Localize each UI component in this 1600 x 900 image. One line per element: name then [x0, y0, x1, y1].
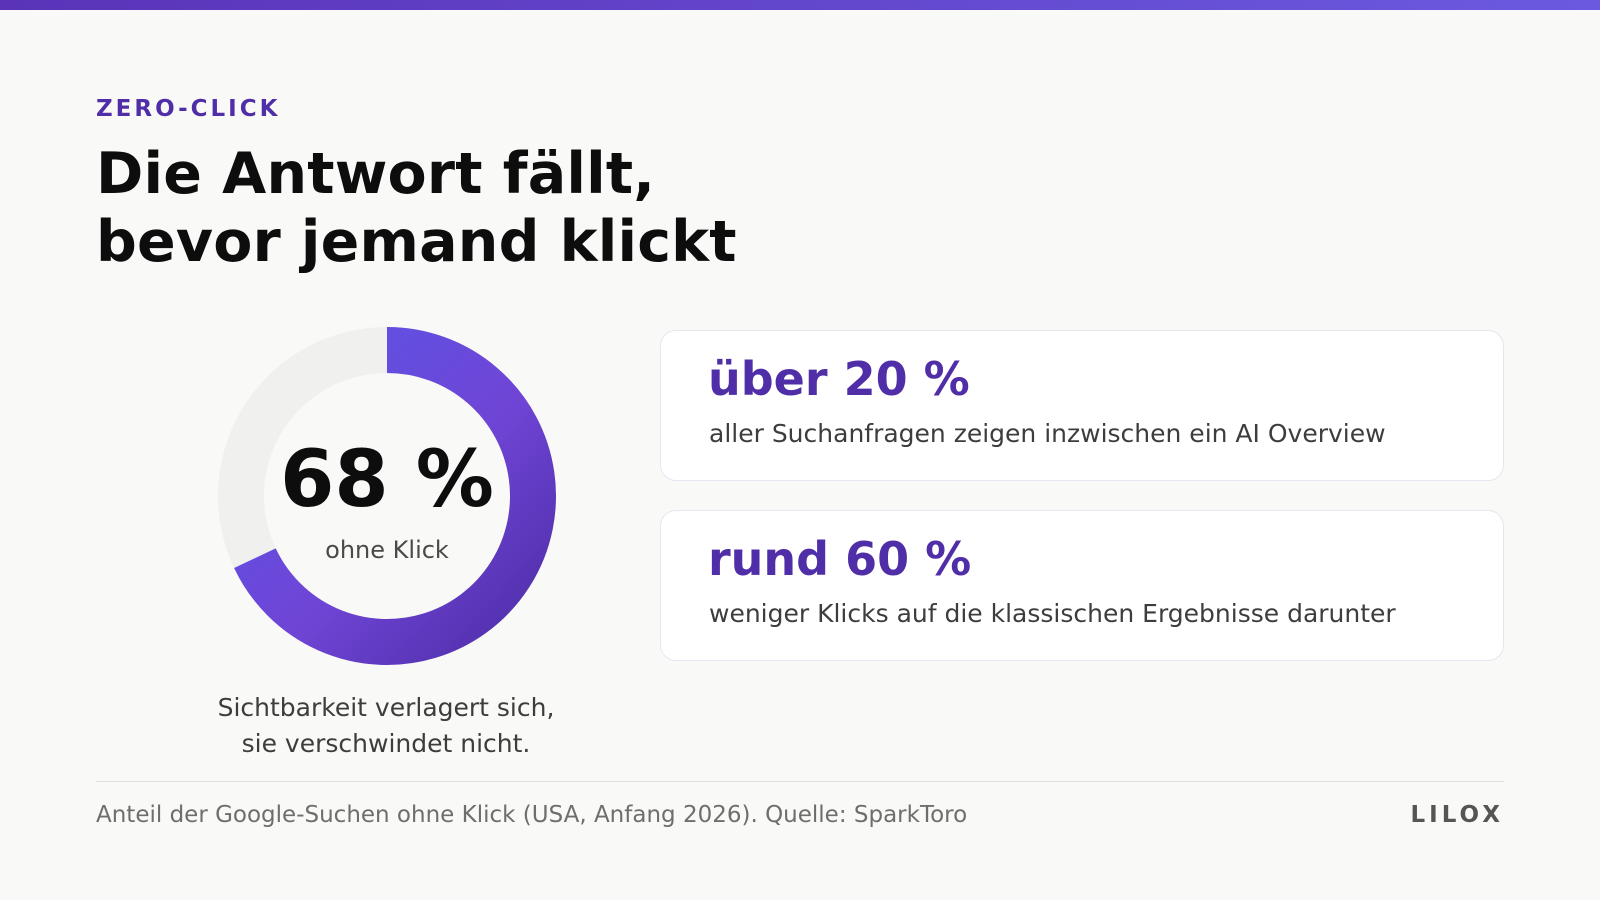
donut-chart: 68 % ohne Klick	[214, 323, 560, 669]
brand-logo: LILOX	[1410, 802, 1504, 828]
stat-description: aller Suchanfragen zeigen inzwischen ein…	[709, 419, 1386, 448]
donut-caption-line-1: Sichtbarkeit verlagert sich,	[217, 693, 555, 722]
page-title: Die Antwort fällt, bevor jemand klickt	[96, 140, 737, 276]
donut-chart-svg	[218, 327, 556, 665]
stat-card-click-loss: rund 60 % weniger Klicks auf die klassis…	[660, 510, 1504, 661]
donut-center-value: 68 %	[280, 435, 494, 525]
donut-center-label: ohne Klick	[325, 536, 449, 564]
donut-caption: Sichtbarkeit verlagert sich, sie verschw…	[186, 690, 586, 762]
stat-value: über 20 %	[708, 352, 970, 406]
top-accent-bar	[0, 0, 1600, 10]
page-title-line-1: Die Antwort fällt,	[96, 141, 656, 207]
stat-description: weniger Klicks auf die klassischen Ergeb…	[709, 599, 1396, 628]
donut-value-arc	[234, 327, 556, 665]
source-footnote: Anteil der Google-Suchen ohne Klick (USA…	[96, 802, 968, 828]
stat-card-ai-overview: über 20 % aller Suchanfragen zeigen inzw…	[660, 330, 1504, 481]
eyebrow-label: ZERO-CLICK	[96, 96, 281, 122]
stat-value: rund 60 %	[708, 532, 972, 586]
footer-divider	[96, 781, 1504, 782]
donut-caption-line-2: sie verschwindet nicht.	[241, 729, 531, 758]
page-title-line-2: bevor jemand klickt	[96, 209, 737, 275]
